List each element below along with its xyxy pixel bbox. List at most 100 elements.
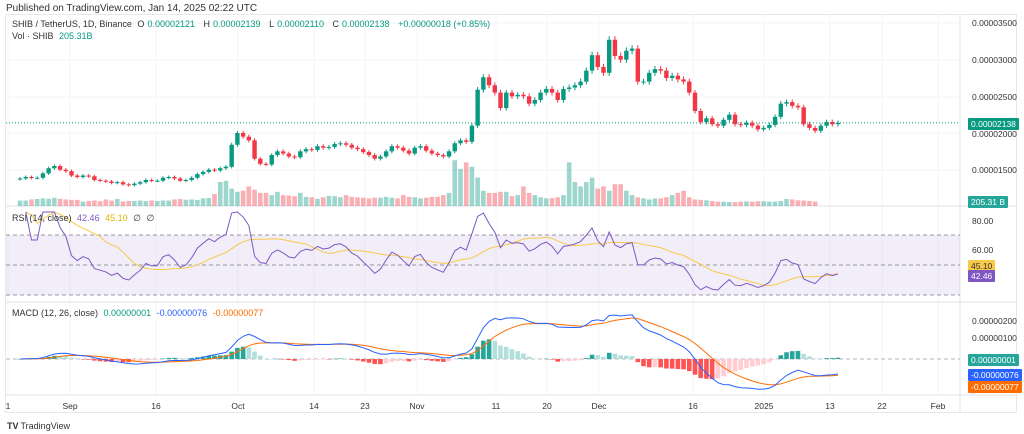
volume-bar [418,198,423,206]
volume-bar [103,199,109,206]
macd-histogram-bar [338,358,343,360]
candle-body [412,147,417,154]
candle-body [595,55,600,67]
macd-histogram-bar [515,351,520,359]
volume-bar [452,160,458,206]
volume-bar [555,197,561,206]
candle-body [641,81,646,83]
macd-histogram-bar [257,355,263,359]
macd-histogram-bar [183,358,189,359]
candle-body [332,144,337,147]
volume-bar [812,201,818,206]
volume-bar [635,197,641,206]
volume-bar [658,198,663,206]
macd-histogram-bar [463,357,469,359]
volume-bar [789,199,795,206]
macd-histogram-bar [309,359,315,360]
candle-body [498,92,503,109]
volume-bar [172,199,177,206]
volume-bar [257,192,263,206]
volume-bar [566,162,572,206]
tradingview-logo[interactable]: TV TradingView [7,421,71,431]
macd-title[interactable]: MACD (12, 26, close) [12,308,99,318]
symbol-title[interactable]: SHIB / TetherUS, 1D, Binance [12,19,132,29]
volume-bar [389,197,395,206]
macd-histogram-bar [835,357,841,359]
macd-histogram-bar [246,347,252,359]
macd-histogram-bar [406,359,412,362]
macd-value: -0.00000076 [156,308,208,318]
macd-histogram-bar [618,355,623,359]
rsi-title[interactable]: RSI (14, close) [12,213,72,223]
macd-histogram-bar [74,358,80,360]
candle-body [361,149,366,153]
volume-bar [338,197,343,206]
rsi-extra-2: ∅ [146,213,155,223]
candle-body [137,182,143,184]
macd-histogram-bar [114,359,120,362]
x-axis-tick: 23 [360,401,370,411]
volume-bar [784,199,789,206]
candle-body [29,177,34,179]
macd-hist-value: 0.00000001 [103,308,152,318]
candle-body [526,96,532,104]
x-axis-tick: Sep [62,401,78,411]
candle-body [572,85,578,88]
volume-bar [52,197,57,206]
candle-body [40,173,46,178]
candle-body [321,146,326,148]
candle-body [183,179,189,181]
macd-histogram-bar [366,359,372,363]
candle-body [200,171,206,175]
macd-histogram-bar [601,356,606,359]
candle-body [772,116,778,125]
candle-body [441,155,446,157]
candle-body [721,119,726,126]
volume-bar [355,197,360,206]
candle-body [378,156,383,159]
macd-histogram-bar [784,352,789,359]
candle-body [263,163,269,165]
volume-bar [486,192,492,206]
macd-histogram-bar [86,359,91,360]
candle-body [172,177,177,179]
volume-bar [732,202,738,206]
volume-label[interactable]: Vol · SHIB [12,31,54,41]
x-axis-tick: Dec [591,401,607,411]
volume-bar [34,199,40,206]
macd-histogram-bar [795,350,801,359]
candle-body [538,92,543,100]
candle-body [69,171,74,176]
candle-body [401,147,406,151]
macd-histogram-bar [412,359,418,361]
price-axis-label: 0.00001500 [972,165,1017,175]
volume-bar [263,192,269,206]
macd-histogram-bar [475,346,480,359]
candle-body [755,125,761,130]
macd-histogram-bar [400,359,406,361]
volume-bar [143,201,149,206]
candle-body [664,70,669,78]
candle-body [738,124,743,126]
candle-body [286,153,292,157]
macd-histogram-bar [172,357,177,359]
rsi-legend: RSI (14, close) 42.46 45.10 ∅ ∅ [12,213,157,224]
volume-bar [503,191,509,206]
volume-bar [189,199,194,206]
candle-body [178,178,183,181]
macd-histogram-bar [320,359,326,360]
volume-bar [704,200,709,206]
macd-histogram-bar [767,359,772,363]
volume-bar [795,200,801,206]
candle-body [303,149,309,152]
volume-bar [120,201,126,206]
candle-body [269,155,274,165]
candle-body [132,183,137,186]
macd-histogram-bar [749,359,755,367]
macd-histogram-bar [498,345,503,359]
macd-histogram-bar [538,358,543,360]
volume-bar [29,199,34,206]
macd-histogram-bar [298,359,303,361]
macd-histogram-bar [578,359,583,361]
